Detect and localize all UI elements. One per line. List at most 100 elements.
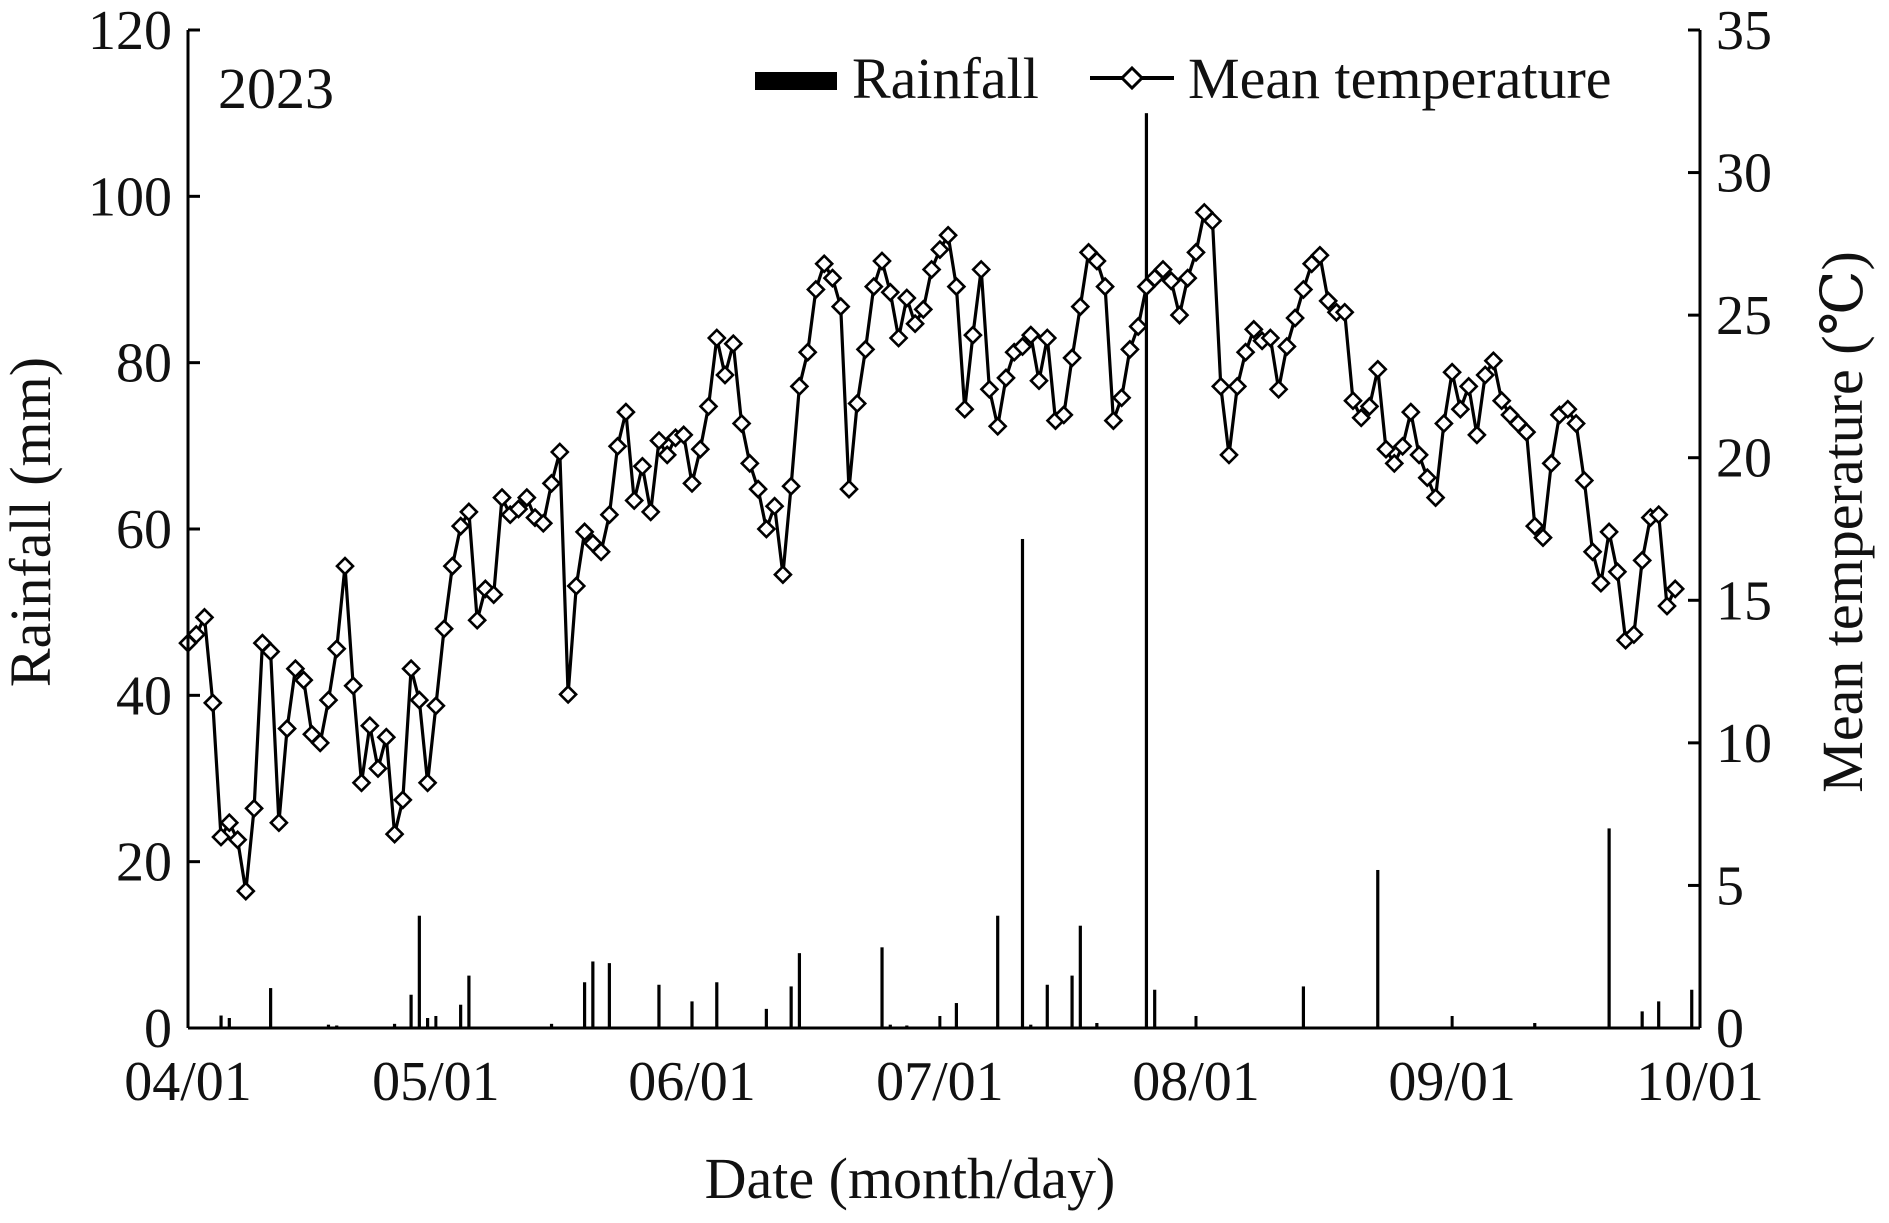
- temperature-marker: [938, 225, 958, 246]
- x-tick-label: 08/01: [1132, 1051, 1260, 1113]
- rainfall-bar: [1045, 984, 1049, 1028]
- temperature-marker: [1095, 276, 1115, 297]
- temperature-marker: [450, 516, 471, 536]
- right-y-tick-label: 25: [1716, 285, 1772, 347]
- right-y-tick-label: 35: [1716, 0, 1772, 62]
- rainfall-bar: [880, 947, 884, 1028]
- legend-rainfall-label: Rainfall: [852, 46, 1039, 111]
- temperature-marker: [1467, 425, 1487, 445]
- temperature-marker: [781, 476, 801, 497]
- rainfall-bar: [1690, 989, 1694, 1028]
- temperature-marker: [1624, 624, 1644, 645]
- temperature-marker: [1541, 453, 1562, 474]
- rainfall-bar: [789, 986, 793, 1028]
- rainfall-bar: [269, 988, 273, 1028]
- temperature-marker: [1442, 362, 1462, 383]
- left-y-tick-label: 60: [116, 499, 172, 561]
- rainfall-bar: [591, 961, 595, 1028]
- temperature-marker: [459, 502, 479, 522]
- right-y-tick-label: 5: [1716, 855, 1744, 917]
- temperature-marker: [739, 453, 760, 474]
- temperature-marker: [1012, 336, 1033, 357]
- temperature-marker: [599, 504, 620, 525]
- right-y-tick-label: 0: [1716, 998, 1744, 1060]
- temperature-marker: [1268, 379, 1289, 400]
- right-y-tick-label: 10: [1716, 713, 1772, 775]
- temperature-marker: [401, 658, 421, 679]
- temperature-marker: [1458, 376, 1479, 397]
- temperature-marker: [1475, 365, 1496, 385]
- temperature-marker: [706, 328, 727, 348]
- rainfall-bar: [426, 1018, 430, 1028]
- rainfall-bar: [1533, 1023, 1537, 1028]
- temperature-marker: [368, 758, 388, 779]
- temperature-marker: [657, 445, 678, 465]
- temperature-marker: [830, 296, 851, 317]
- rainfall-bar: [1640, 1011, 1644, 1028]
- right-y-tick-label: 20: [1716, 428, 1772, 490]
- temperature-marker: [1070, 296, 1091, 317]
- temperature-marker: [235, 881, 256, 901]
- temperature-marker: [1053, 405, 1074, 425]
- temperature-marker: [880, 282, 901, 303]
- temperature-marker: [1235, 342, 1256, 363]
- temperature-marker: [789, 376, 810, 397]
- rainfall-bar: [459, 1004, 463, 1028]
- temperature-marker: [1343, 390, 1363, 411]
- rainfall-bar: [797, 953, 802, 1028]
- temperature-marker: [946, 276, 967, 297]
- temperature-marker: [1334, 302, 1355, 323]
- legend-rainfall-swatch: [755, 72, 837, 90]
- temperature-marker: [285, 658, 306, 679]
- temperature-marker: [1591, 573, 1611, 594]
- right-y-tick-label: 15: [1716, 570, 1772, 632]
- temperature-marker: [1310, 245, 1330, 266]
- temperature-marker: [591, 541, 611, 562]
- temperature-marker: [1376, 439, 1396, 460]
- temperature-marker: [1120, 339, 1140, 360]
- temperature-marker: [574, 522, 595, 542]
- x-tick-label: 06/01: [628, 1051, 756, 1113]
- temperature-line: [186, 210, 1677, 893]
- temperature-marker: [467, 610, 488, 631]
- left-y-axis-title: Rainfall (mm): [0, 357, 63, 687]
- temperature-marker: [1293, 279, 1314, 300]
- temperature-marker: [558, 684, 578, 705]
- temperature-marker: [359, 715, 380, 736]
- temperature-marker: [541, 473, 562, 494]
- panel-label: 2023: [218, 56, 334, 121]
- temperature-marker: [1632, 550, 1653, 571]
- temperature-marker: [434, 618, 454, 639]
- temperature-marker: [723, 333, 744, 354]
- temperature-marker: [963, 325, 983, 345]
- temperature-marker: [715, 365, 735, 385]
- temperature-marker: [698, 396, 719, 417]
- rainfall-bar: [582, 982, 587, 1028]
- temperature-marker: [1533, 527, 1553, 548]
- temperature-marker: [1434, 413, 1454, 434]
- temperature-marker: [202, 693, 223, 713]
- rainfall-bar: [607, 963, 611, 1028]
- temperature-marker: [624, 490, 645, 511]
- temperature-marker: [640, 502, 661, 522]
- temperature-marker: [409, 690, 430, 710]
- rainfall-bar: [549, 1023, 554, 1028]
- temperature-marker: [1400, 402, 1421, 422]
- legend-temperature-marker: [1119, 65, 1145, 91]
- rainfall-bar: [1070, 975, 1074, 1028]
- temperature-marker: [1037, 328, 1058, 348]
- temperature-marker: [211, 827, 231, 847]
- temperature-marker: [426, 695, 446, 716]
- temperature-marker: [227, 829, 248, 850]
- temperature-marker: [872, 251, 892, 271]
- temperature-marker: [326, 638, 347, 659]
- temperature-marker: [682, 473, 702, 494]
- rainfall-bar: [690, 1001, 694, 1028]
- temperature-marker: [1483, 350, 1504, 371]
- temperature-markers: [178, 202, 1686, 901]
- rainfall-bar: [1607, 828, 1611, 1028]
- temperature-marker: [764, 496, 785, 517]
- temperature-marker: [1020, 325, 1041, 345]
- temperature-marker: [616, 402, 636, 422]
